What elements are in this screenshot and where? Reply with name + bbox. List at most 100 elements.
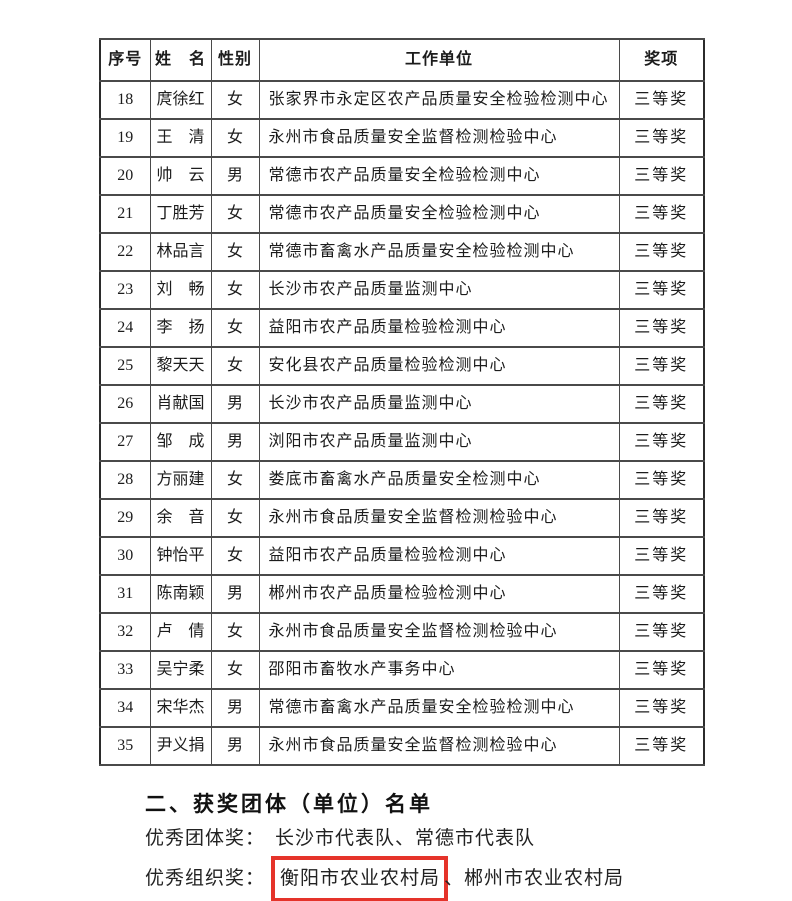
cell-name: 方丽建 <box>149 460 212 500</box>
award-winners-table: 序号 姓 名 性别 工作单位 奖项 18 庹徐红 女 张家界市永定区农产品质量安… <box>99 38 705 766</box>
cell-award: 三等奖 <box>618 270 705 310</box>
cell-award: 三等奖 <box>618 118 705 158</box>
cell-number: 25 <box>99 346 151 386</box>
table-row: 27 邹 成 男 浏阳市农产品质量监测中心 三等奖 <box>99 422 705 462</box>
cell-name: 丁胜芳 <box>149 194 212 234</box>
cell-award: 三等奖 <box>618 574 705 614</box>
cell-number: 24 <box>99 308 151 348</box>
header-cell-unit: 工作单位 <box>258 38 620 82</box>
team-award-label: 优秀团体奖： <box>145 828 266 849</box>
cell-award: 三等奖 <box>618 80 705 120</box>
cell-gender: 女 <box>210 346 260 386</box>
cell-number: 21 <box>99 194 151 234</box>
cell-gender: 女 <box>210 498 260 538</box>
org-award-label: 优秀组织奖： <box>145 868 266 889</box>
cell-award: 三等奖 <box>618 460 705 500</box>
table-row: 20 帅 云 男 常德市农产品质量安全检验检测中心 三等奖 <box>99 156 705 196</box>
cell-gender: 女 <box>210 270 260 310</box>
table-row: 29 余 音 女 永州市食品质量安全监督检测检验中心 三等奖 <box>99 498 705 538</box>
cell-unit: 长沙市农产品质量监测中心 <box>258 384 620 424</box>
cell-award: 三等奖 <box>618 612 705 652</box>
cell-gender: 男 <box>210 384 260 424</box>
cell-name: 李 扬 <box>149 308 212 348</box>
cell-name: 卢 倩 <box>149 612 212 652</box>
cell-number: 26 <box>99 384 151 424</box>
cell-gender: 女 <box>210 194 260 234</box>
header-cell-name: 姓 名 <box>149 38 212 82</box>
cell-name: 陈南颖 <box>149 574 212 614</box>
cell-gender: 男 <box>210 574 260 614</box>
cell-award: 三等奖 <box>618 688 705 728</box>
highlight-box: 衡阳市农业农村局 <box>271 856 449 901</box>
cell-unit: 永州市食品质量安全监督检测检验中心 <box>258 612 620 652</box>
cell-unit: 常德市农产品质量安全检验检测中心 <box>258 194 620 234</box>
table-row: 18 庹徐红 女 张家界市永定区农产品质量安全检验检测中心 三等奖 <box>99 80 705 120</box>
cell-unit: 娄底市畜禽水产品质量安全检测中心 <box>258 460 620 500</box>
cell-number: 19 <box>99 118 151 158</box>
cell-number: 31 <box>99 574 151 614</box>
cell-number: 18 <box>99 80 151 120</box>
cell-award: 三等奖 <box>618 422 705 462</box>
cell-number: 20 <box>99 156 151 196</box>
cell-number: 27 <box>99 422 151 462</box>
cell-award: 三等奖 <box>618 194 705 234</box>
cell-unit: 益阳市农产品质量检验检测中心 <box>258 536 620 576</box>
cell-name: 余 音 <box>149 498 212 538</box>
cell-award: 三等奖 <box>618 308 705 348</box>
cell-number: 28 <box>99 460 151 500</box>
cell-award: 三等奖 <box>618 156 705 196</box>
cell-number: 32 <box>99 612 151 652</box>
table-row: 28 方丽建 女 娄底市畜禽水产品质量安全检测中心 三等奖 <box>99 460 705 500</box>
table-row: 24 李 扬 女 益阳市农产品质量检验检测中心 三等奖 <box>99 308 705 348</box>
cell-gender: 女 <box>210 536 260 576</box>
cell-unit: 郴州市农产品质量检验检测中心 <box>258 574 620 614</box>
cell-number: 29 <box>99 498 151 538</box>
cell-name: 宋华杰 <box>149 688 212 728</box>
cell-name: 邹 成 <box>149 422 212 462</box>
cell-award: 三等奖 <box>618 346 705 386</box>
cell-gender: 女 <box>210 232 260 272</box>
cell-name: 尹义捐 <box>149 726 212 766</box>
cell-name: 黎天天 <box>149 346 212 386</box>
table-row: 21 丁胜芳 女 常德市农产品质量安全检验检测中心 三等奖 <box>99 194 705 234</box>
cell-unit: 永州市食品质量安全监督检测检验中心 <box>258 726 620 766</box>
cell-gender: 男 <box>210 422 260 462</box>
table-row: 31 陈南颖 男 郴州市农产品质量检验检测中心 三等奖 <box>99 574 705 614</box>
cell-name: 庹徐红 <box>149 80 212 120</box>
cell-unit: 长沙市农产品质量监测中心 <box>258 270 620 310</box>
cell-gender: 女 <box>210 460 260 500</box>
header-cell-award: 奖项 <box>618 38 705 82</box>
cell-award: 三等奖 <box>618 650 705 690</box>
cell-number: 30 <box>99 536 151 576</box>
cell-gender: 女 <box>210 612 260 652</box>
cell-award: 三等奖 <box>618 384 705 424</box>
header-cell-gender: 性别 <box>210 38 260 82</box>
cell-unit: 益阳市农产品质量检验检测中心 <box>258 308 620 348</box>
cell-unit: 永州市食品质量安全监督检测检验中心 <box>258 498 620 538</box>
cell-name: 帅 云 <box>149 156 212 196</box>
cell-gender: 男 <box>210 688 260 728</box>
table-row: 35 尹义捐 男 永州市食品质量安全监督检测检验中心 三等奖 <box>99 726 705 766</box>
cell-gender: 男 <box>210 156 260 196</box>
cell-gender: 女 <box>210 650 260 690</box>
cell-number: 33 <box>99 650 151 690</box>
table-row: 26 肖献国 男 长沙市农产品质量监测中心 三等奖 <box>99 384 705 424</box>
cell-gender: 女 <box>210 80 260 120</box>
cell-gender: 女 <box>210 118 260 158</box>
cell-award: 三等奖 <box>618 498 705 538</box>
table-row: 25 黎天天 女 安化县农产品质量检验检测中心 三等奖 <box>99 346 705 386</box>
table-row: 22 林品言 女 常德市畜禽水产品质量安全检验检测中心 三等奖 <box>99 232 705 272</box>
cell-number: 34 <box>99 688 151 728</box>
cell-unit: 安化县农产品质量检验检测中心 <box>258 346 620 386</box>
table-header-row: 序号 姓 名 性别 工作单位 奖项 <box>99 38 705 82</box>
table-row: 23 刘 畅 女 长沙市农产品质量监测中心 三等奖 <box>99 270 705 310</box>
team-award-line: 优秀团体奖： 长沙市代表队、常德市代表队 <box>145 826 535 852</box>
cell-unit: 常德市农产品质量安全检验检测中心 <box>258 156 620 196</box>
table-row: 32 卢 倩 女 永州市食品质量安全监督检测检验中心 三等奖 <box>99 612 705 652</box>
cell-unit: 浏阳市农产品质量监测中心 <box>258 422 620 462</box>
cell-unit: 永州市食品质量安全监督检测检验中心 <box>258 118 620 158</box>
cell-number: 22 <box>99 232 151 272</box>
cell-award: 三等奖 <box>618 232 705 272</box>
cell-unit: 常德市畜禽水产品质量安全检验检测中心 <box>258 688 620 728</box>
